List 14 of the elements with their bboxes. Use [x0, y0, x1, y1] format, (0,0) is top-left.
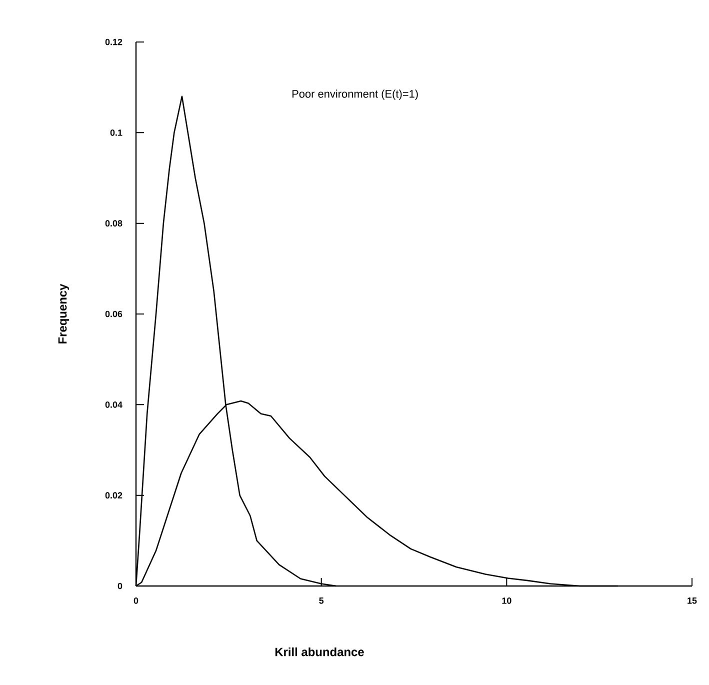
- x-tick-label: 15: [688, 598, 697, 604]
- y-tick-label: 0: [118, 582, 122, 590]
- x-tick-label: 5: [319, 598, 324, 604]
- x-tick-label: 0: [134, 598, 138, 604]
- y-axis-title: Frequency: [58, 284, 70, 344]
- x-tick-label: 10: [502, 598, 512, 604]
- y-tick-label: 0.04: [105, 401, 122, 408]
- y-tick-label: 0.06: [105, 310, 122, 318]
- y-tick-label: 0.08: [105, 220, 122, 227]
- y-tick-label: 0.1: [110, 129, 122, 136]
- y-tick-label: 0.02: [105, 492, 122, 499]
- annotation: Poor environment (E(t)=1): [292, 90, 418, 100]
- x-axis-title: Krill abundance: [275, 647, 364, 656]
- y-tick-label: 0.12: [105, 38, 122, 46]
